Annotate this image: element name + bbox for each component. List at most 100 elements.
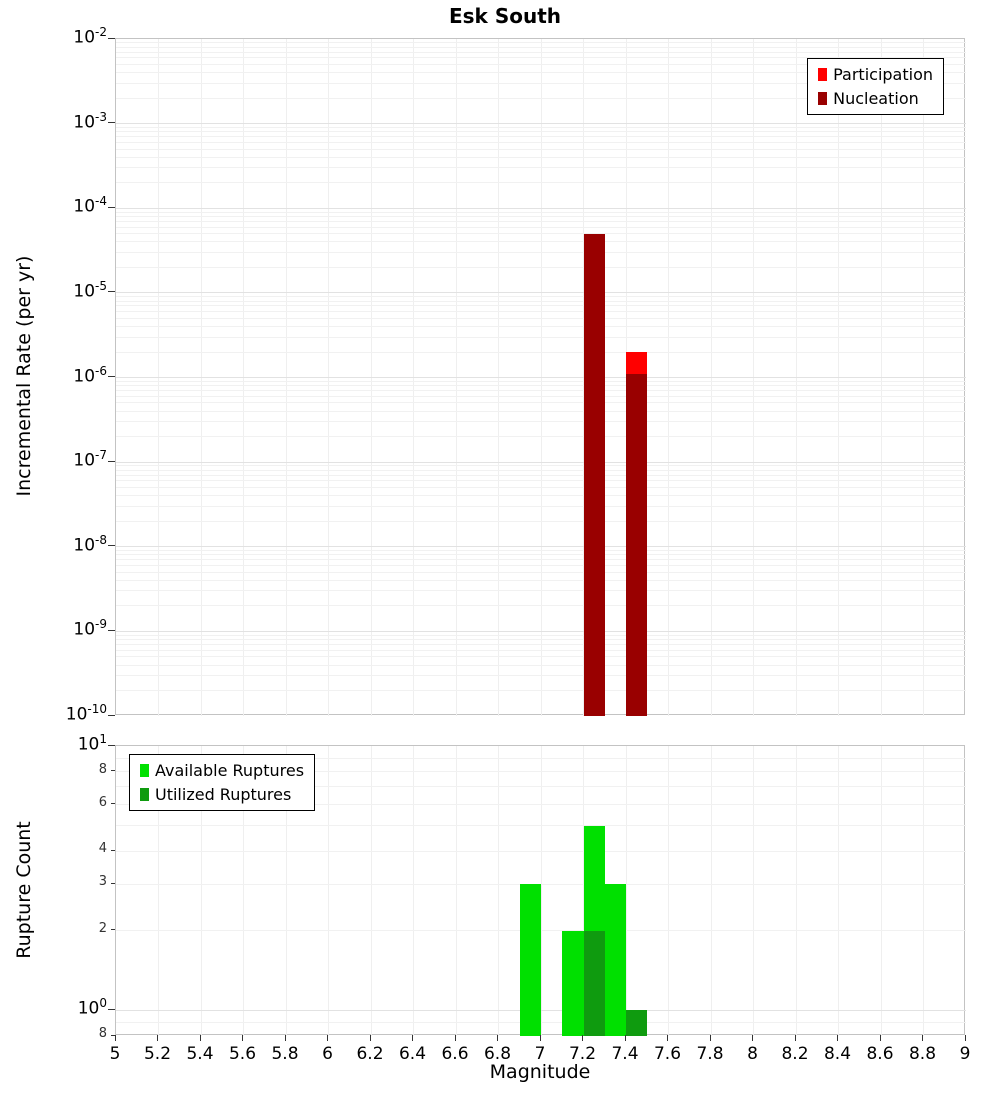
y-tick [108, 291, 115, 293]
gridline-horizontal [116, 46, 966, 48]
gridline-horizontal [116, 63, 966, 65]
gridline-horizontal [116, 1009, 966, 1011]
gridline-horizontal [116, 757, 966, 759]
x-tick [879, 1035, 881, 1041]
gridline-horizontal [116, 123, 966, 125]
gridline-vertical [200, 746, 202, 1036]
x-tick [794, 1035, 796, 1041]
y-minor-tick [111, 803, 115, 805]
gridline-horizontal [116, 469, 966, 471]
gridline-horizontal [116, 72, 966, 74]
x-tick [667, 1035, 668, 1041]
gridline-horizontal [116, 421, 966, 423]
y-minor-tick-label: 6 [98, 794, 107, 810]
x-tick-label: 8.2 [781, 1044, 809, 1064]
x-axis-label: Magnitude [489, 1061, 591, 1083]
gridline-horizontal [116, 850, 966, 852]
y-tick [108, 37, 115, 39]
y-tick-label: 100 [77, 996, 107, 1020]
gridline-horizontal [116, 883, 966, 885]
gridline-horizontal [116, 461, 966, 463]
gridline-vertical [710, 746, 712, 1036]
x-tick-label: 8.4 [823, 1044, 852, 1064]
gridline-horizontal [116, 649, 966, 651]
gridline-horizontal [116, 436, 966, 438]
gridline-horizontal [116, 474, 966, 476]
x-tick [922, 1035, 923, 1041]
gridline-horizontal [116, 136, 966, 138]
gridline-horizontal [116, 215, 966, 217]
bar-nucleation [583, 233, 605, 716]
gridline-horizontal [116, 559, 966, 561]
gridline-horizontal [116, 675, 966, 677]
legend-item-nucleation: Nucleation [818, 89, 933, 108]
x-tick-label: 8 [747, 1044, 758, 1064]
gridline-horizontal [116, 57, 966, 59]
gridline-horizontal [116, 643, 966, 645]
legend-item-utilized-ruptures: Utilized Ruptures [140, 785, 304, 804]
y-tick-label: 10-6 [73, 363, 107, 387]
bar-nucleation [626, 373, 648, 716]
gridline-horizontal [116, 771, 966, 773]
legend-item-available-ruptures: Available Ruptures [140, 761, 304, 780]
nucleation-swatch-icon [818, 92, 828, 105]
y-tick-exponent: -4 [95, 194, 107, 209]
y-tick-exponent: -3 [95, 109, 107, 124]
y-minor-tick [111, 1034, 115, 1036]
gridline-horizontal [116, 571, 966, 573]
gridline-horizontal [116, 804, 966, 806]
y-tick-label: 10-7 [73, 448, 107, 471]
x-tick-label: 6.2 [356, 1044, 384, 1064]
x-tick-label: 5 [109, 1044, 121, 1064]
x-tick-label: 6.4 [398, 1044, 427, 1064]
nucleation-label: Nucleation [833, 89, 919, 108]
available-ruptures-label: Available Ruptures [155, 761, 305, 780]
gridline-vertical [498, 746, 499, 1036]
bar-available-ruptures [519, 884, 541, 1036]
x-tick [709, 1035, 711, 1041]
x-tick [624, 1035, 626, 1041]
gridline-horizontal [116, 554, 966, 556]
x-tick-label: 8.6 [866, 1044, 894, 1064]
gridline-horizontal [116, 305, 966, 307]
y-minor-tick [111, 929, 115, 931]
y-minor-tick [111, 770, 115, 772]
gridline-horizontal [116, 634, 966, 636]
count-legend: Available Ruptures Utilized Ruptures [129, 754, 316, 811]
x-tick [539, 1035, 541, 1041]
gridline-horizontal [116, 156, 966, 158]
x-tick-label: 6 [322, 1044, 333, 1064]
y-tick [108, 122, 115, 124]
y-tick-label: 10-5 [73, 278, 107, 302]
gridline-vertical [243, 746, 244, 1036]
x-tick [454, 1035, 456, 1041]
gridline-vertical [625, 746, 627, 1036]
gridline-horizontal [116, 480, 966, 482]
gridline-horizontal [116, 410, 966, 412]
gridline-horizontal [116, 690, 966, 692]
gridline-horizontal [116, 126, 966, 128]
y-tick [108, 545, 115, 547]
gridline-horizontal [116, 664, 966, 666]
y-minor-tick-label: 3 [98, 874, 107, 890]
x-tick-label: 7.8 [696, 1044, 724, 1064]
y-tick-label: 10-10 [65, 702, 107, 725]
bar-available-ruptures [562, 930, 584, 1036]
gridline-vertical [753, 746, 754, 1036]
x-tick-label: 6.8 [483, 1044, 512, 1064]
gridline-horizontal [116, 211, 966, 213]
bar-utilized-ruptures [583, 930, 605, 1036]
gridline-horizontal [116, 326, 966, 328]
gridline-horizontal [116, 131, 966, 133]
gridline-horizontal [116, 207, 966, 209]
y-tick-label: 10-2 [73, 25, 107, 48]
y-tick [108, 714, 115, 716]
y-tick [108, 460, 115, 462]
gridline-horizontal [116, 233, 966, 235]
y-tick-label: 101 [77, 732, 107, 755]
x-tick-label: 9 [959, 1044, 971, 1064]
participation-label: Participation [833, 65, 933, 84]
gridline-horizontal [116, 51, 966, 53]
gridline-horizontal [116, 42, 966, 44]
